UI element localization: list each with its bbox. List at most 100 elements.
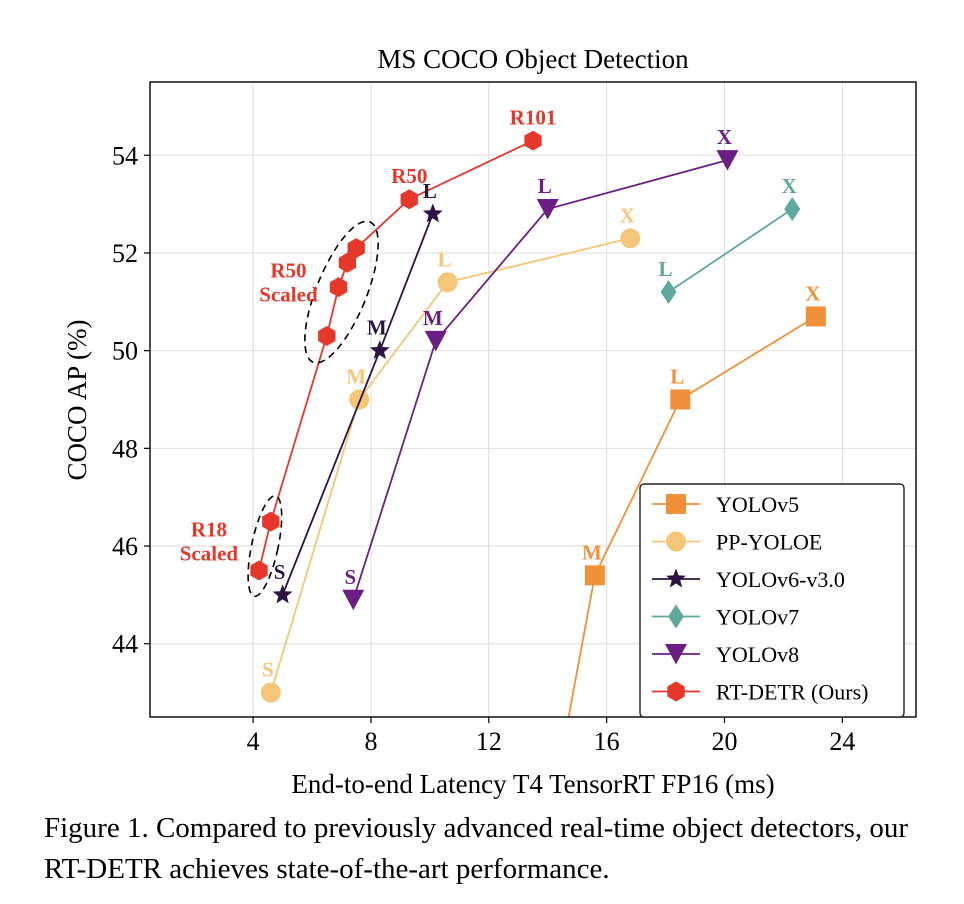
series-line-pp-yoloe <box>269 237 631 693</box>
legend-marker-yolov6-v3-0 <box>666 568 686 588</box>
y-tick-label: 48 <box>112 434 138 463</box>
data-point-yolov7 <box>660 280 677 305</box>
annotation-line: Scaled <box>180 541 239 565</box>
data-point-pp-yoloe <box>260 682 281 703</box>
data-point-rt-detr-ours <box>338 252 357 273</box>
point-label-pp-yoloe: M <box>346 365 366 389</box>
annotation-label: R18 Scaled <box>180 517 239 565</box>
point-label-rt-detr-ours: R50 <box>391 164 427 188</box>
legend: YOLOv5 PP-YOLOE YOLOv6-v3.0 YOLOv7 YOLOv8 RT-… <box>639 483 905 718</box>
legend-label-yolov7: YOLOv7 <box>716 605 799 630</box>
legend-label-pp-yoloe: PP-YOLOE <box>716 530 822 555</box>
legend-box <box>639 483 905 718</box>
data-point-rt-detr-ours <box>400 189 418 210</box>
data-point-yolov8 <box>342 589 365 611</box>
point-label-yolov8: S <box>344 565 356 589</box>
y-tick-label: 52 <box>112 239 138 268</box>
y-axis-label: COCO AP (%) <box>62 319 92 480</box>
point-label-yolov5: L <box>670 365 684 389</box>
point-label-yolov8: X <box>717 125 732 149</box>
chart: MS COCO Object Detection COCO AP (%) End… <box>62 44 917 799</box>
series-line-yolov7 <box>668 208 793 293</box>
annotation-label: R50 Scaled <box>259 258 318 306</box>
y-tick-label: 54 <box>112 141 138 170</box>
group-ellipse <box>247 494 283 598</box>
legend-marker-yolov5 <box>666 494 686 514</box>
point-label-yolov6-v3-0: M <box>367 316 387 340</box>
data-point-rt-detr-ours <box>250 560 268 581</box>
data-point-yolov5 <box>584 565 605 586</box>
series-line-yolov8 <box>352 159 728 601</box>
point-label-yolov7: L <box>659 257 673 281</box>
data-point-yolov6-v3-0 <box>369 340 390 360</box>
x-tick-label: 20 <box>712 727 738 756</box>
point-label-yolov6-v3-0: L <box>423 179 437 203</box>
x-tick-label: 24 <box>829 727 855 756</box>
data-point-yolov6-v3-0 <box>422 203 443 223</box>
series-pp-yoloe <box>260 228 641 703</box>
x-tick-label: 12 <box>476 727 502 756</box>
legend-item-pp-yoloe: PP-YOLOE <box>652 530 822 555</box>
figure-caption: Figure 1. Compared to previously advance… <box>44 812 909 885</box>
legend-item-yolov6-v3-0: YOLOv6-v3.0 <box>652 567 845 592</box>
data-point-yolov5 <box>670 389 691 410</box>
legend-marker-yolov8 <box>665 644 687 665</box>
x-axis-label: End-to-end Latency T4 TensorRT FP16 (ms) <box>291 769 774 799</box>
data-point-rt-detr-ours <box>347 238 365 259</box>
grid <box>150 82 916 717</box>
y-tick-label: 44 <box>112 630 138 659</box>
data-point-pp-yoloe <box>349 389 370 410</box>
y-tick-label: 46 <box>112 532 138 561</box>
legend-item-yolov7: YOLOv7 <box>652 604 799 630</box>
annotation-line: R50 <box>270 258 306 282</box>
point-label-yolov5: M <box>582 540 602 564</box>
series-yolov6-v3-0 <box>272 203 443 604</box>
legend-item-yolov5: YOLOv5 <box>652 492 799 517</box>
data-point-yolov8 <box>424 330 447 352</box>
series-yolov8 <box>342 150 739 611</box>
legend-label-yolov8: YOLOv8 <box>716 642 799 667</box>
point-label-yolov8: M <box>423 306 443 330</box>
legend-marker-rt-detr-ours <box>667 681 685 702</box>
data-point-rt-detr-ours <box>524 130 542 151</box>
x-tick-label: 4 <box>247 727 260 756</box>
annotation-line: Scaled <box>259 282 318 306</box>
point-label-yolov7: X <box>782 174 797 198</box>
data-point-rt-detr-ours <box>262 511 280 532</box>
series-line-yolov5 <box>567 315 817 717</box>
point-label-yolov6-v3-0: S <box>274 560 286 584</box>
plot-frame <box>149 81 917 718</box>
point-label-yolov5: X <box>805 281 820 305</box>
legend-label-yolov5: YOLOv5 <box>716 492 799 517</box>
x-tick-label: 8 <box>364 727 377 756</box>
annotation-line: R18 <box>191 517 227 541</box>
legend-marker-pp-yoloe <box>666 531 686 552</box>
data-point-yolov7 <box>784 197 801 221</box>
group-ellipse <box>304 220 379 364</box>
data-point-yolov5 <box>805 306 826 327</box>
point-label-pp-yoloe: X <box>620 203 635 227</box>
x-tick-label: 16 <box>594 727 620 756</box>
data-point-yolov6-v3-0 <box>272 584 293 604</box>
data-point-pp-yoloe <box>620 228 641 249</box>
legend-item-yolov8: YOLOv8 <box>652 642 799 667</box>
legend-item-rt-detr-ours: RT-DETR (Ours) <box>652 680 868 705</box>
chart-title: MS COCO Object Detection <box>377 44 689 74</box>
data-point-rt-detr-ours <box>329 277 348 298</box>
legend-label-rt-detr-ours: RT-DETR (Ours) <box>716 680 868 705</box>
point-label-pp-yoloe: S <box>262 658 274 682</box>
point-label-rt-detr-ours: R101 <box>510 106 557 130</box>
legend-marker-yolov7 <box>668 604 684 629</box>
data-point-yolov8 <box>536 199 559 220</box>
point-label-pp-yoloe: L <box>438 247 452 271</box>
legend-label-yolov6-v3-0: YOLOv6-v3.0 <box>716 567 845 592</box>
series-yolov5 <box>567 306 826 717</box>
y-tick-label: 50 <box>112 337 138 366</box>
series-line-rt-detr-ours <box>258 139 534 571</box>
series-yolov7 <box>660 197 801 305</box>
point-label-yolov8: L <box>538 174 552 198</box>
data-point-yolov8 <box>716 150 739 171</box>
plot-area <box>247 130 826 717</box>
